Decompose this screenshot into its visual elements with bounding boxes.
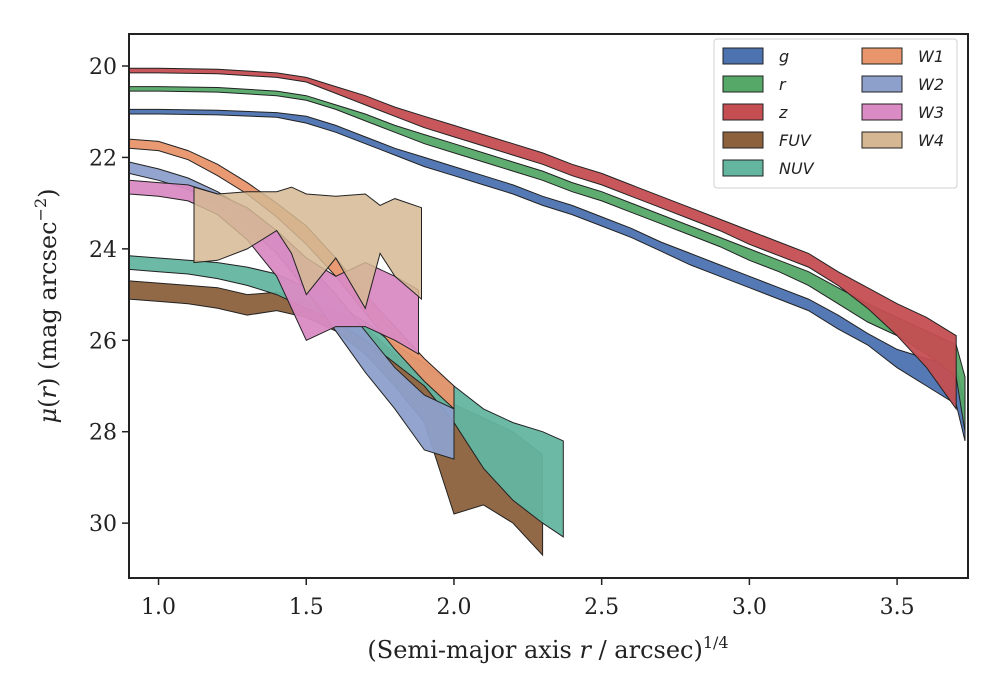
y-tick-label: 30: [89, 512, 117, 537]
y-axis-label: μ(r) (mag arcsec−2): [31, 188, 62, 423]
legend-swatch-g: [722, 47, 764, 65]
chart-areas: [129, 67, 966, 557]
legend: grz FUV NUV W1 W2 W3 W4: [713, 38, 958, 189]
legend-swatch-r: [722, 75, 764, 93]
legend-swatch-nuv: [722, 159, 764, 177]
legend-swatch-w1: [861, 47, 903, 65]
y-tick-label: 22: [89, 146, 117, 171]
x-tick-label: 2.5: [584, 595, 619, 620]
x-tick-label: 2.0: [436, 595, 471, 620]
legend-swatch-w2: [861, 75, 903, 93]
x-tick-label: 3.5: [880, 595, 915, 620]
legend-swatch-w4: [861, 131, 903, 149]
legend-label-w2: W2: [918, 75, 944, 94]
legend-swatch-fuv: [722, 131, 764, 149]
plot-frame: [128, 33, 969, 579]
area-r: [129, 86, 966, 432]
legend-label-nuv: NUV: [779, 159, 815, 178]
legend-swatch-z: [722, 103, 764, 121]
x-axis: 1.0 1.5 2.0 2.5 3.0 3.5: [141, 578, 915, 620]
y-tick-label: 24: [89, 238, 117, 263]
area-g: [129, 108, 966, 442]
legend-label-w4: W4: [918, 131, 944, 150]
y-tick-label: 26: [89, 329, 117, 354]
y-tick-label: 20: [89, 55, 117, 80]
y-axis: 20 22 24 26 28 30: [89, 55, 129, 537]
legend-swatch-w3: [861, 103, 903, 121]
legend-label-g: g: [779, 47, 789, 66]
legend-label-z: z: [778, 103, 788, 122]
area-z: [129, 67, 957, 411]
legend-label-w1: W1: [918, 47, 944, 66]
legend-label-w3: W3: [918, 103, 944, 122]
x-axis-label: (Semi-major axis r / arcsec)1/4: [367, 633, 728, 664]
x-tick-label: 3.0: [732, 595, 767, 620]
legend-label-r: r: [779, 75, 787, 94]
y-tick-label: 28: [89, 421, 117, 446]
area-w4: [193, 186, 422, 310]
x-tick-label: 1.5: [289, 595, 324, 620]
legend-label-fuv: FUV: [779, 131, 812, 150]
x-tick-label: 1.0: [141, 595, 176, 620]
